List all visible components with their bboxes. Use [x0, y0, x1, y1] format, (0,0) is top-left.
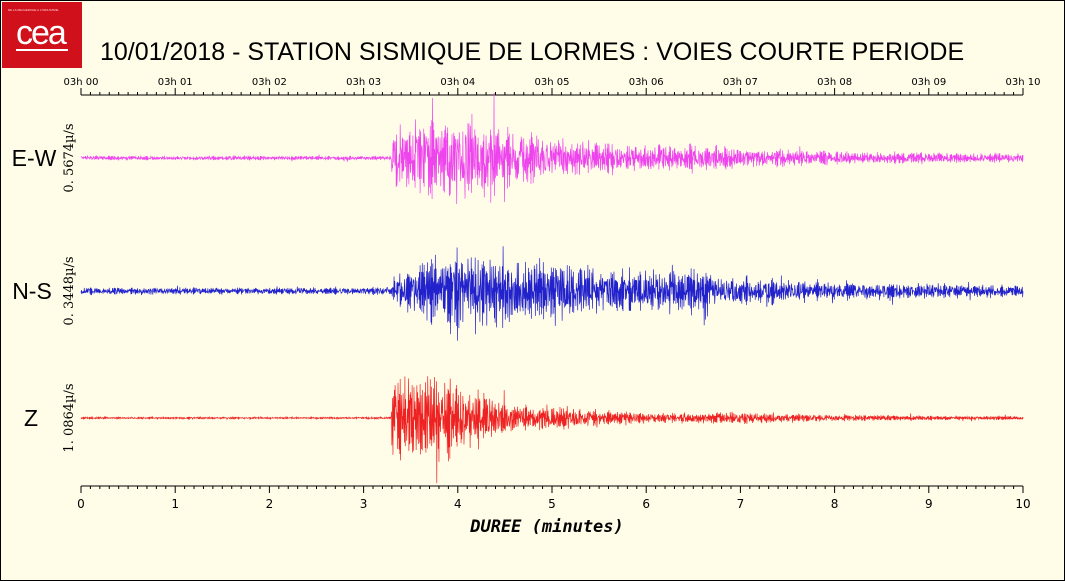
x-tick-label: 4 [454, 497, 462, 511]
x-tick-label: 10 [1015, 497, 1030, 511]
x-tick-label: 6 [642, 497, 650, 511]
top-tick-label: 03h 06 [629, 77, 664, 88]
top-tick-label: 03h 04 [440, 77, 475, 88]
x-tick-label: 9 [925, 497, 933, 511]
trace-z [80, 376, 1024, 484]
x-tick-label: 1 [171, 497, 179, 511]
trace-n-s [80, 246, 1024, 341]
trace-area [80, 92, 1024, 484]
logo-wordmark: cea [16, 14, 67, 52]
logo-tagline: DE LA RECHERCHE À L'INDUSTRIE [8, 9, 59, 12]
x-axis-label: DUREE (minutes) [469, 517, 624, 537]
channel-label-1: N-S [12, 278, 52, 304]
top-tick-label: 03h 01 [158, 77, 193, 88]
top-tick-label: 03h 08 [817, 77, 852, 88]
top-tick-label: 03h 00 [64, 77, 99, 88]
trace-e-w [80, 92, 1024, 205]
chart-title: 10/01/2018 - STATION SISMIQUE DE LORMES … [100, 38, 965, 66]
channel-scale-0: 0. 5674µ/s [62, 123, 77, 192]
x-tick-label: 0 [77, 497, 85, 511]
bottom-duration-axis: 0 1 2 3 4 5 6 7 8 9 10 [77, 485, 1031, 511]
top-tick-label: 03h 02 [252, 77, 287, 88]
channel-scale-2: 1. 0864µ/s [62, 383, 77, 452]
x-tick-label: 8 [831, 497, 839, 511]
top-tick-label: 03h 07 [723, 77, 758, 88]
top-tick-label: 03h 03 [346, 77, 381, 88]
channel-labels: E-W 0. 5674µ/s N-S 0. 3448µ/s Z 1. 0864µ/s [12, 123, 77, 452]
x-tick-label: 3 [360, 497, 368, 511]
x-tick-label: 2 [266, 497, 274, 511]
top-tick-label: 03h 10 [1006, 77, 1041, 88]
channel-scale-1: 0. 3448µ/s [62, 256, 77, 325]
top-tick-label: 03h 05 [535, 77, 570, 88]
cea-logo: DE LA RECHERCHE À L'INDUSTRIE cea [2, 2, 82, 68]
x-tick-label: 7 [737, 497, 745, 511]
logo-underline [16, 49, 68, 51]
top-tick-label: 03h 09 [911, 77, 946, 88]
x-tick-label: 5 [548, 497, 556, 511]
channel-label-0: E-W [12, 145, 57, 171]
channel-label-2: Z [24, 405, 38, 431]
top-time-axis: 03h 00 03h 01 03h 02 03h 03 03h 04 03h 05 03h … [64, 77, 1041, 96]
